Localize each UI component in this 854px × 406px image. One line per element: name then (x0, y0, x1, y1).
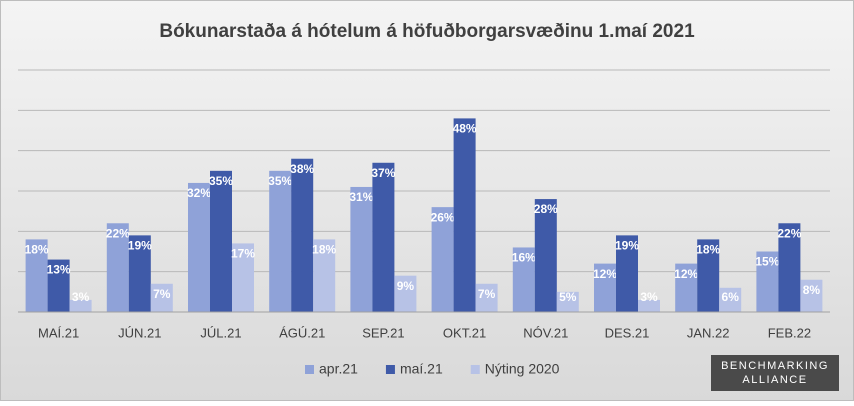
bar (638, 299, 660, 312)
logo-text: BENCHMARKING (721, 360, 829, 372)
data-label: 35% (268, 174, 292, 188)
bar (25, 239, 48, 312)
data-label: 7% (153, 287, 171, 301)
data-label: 16% (512, 251, 536, 265)
x-tick-label: MAÍ.21 (38, 325, 79, 340)
bar (475, 283, 498, 312)
data-label: 32% (187, 186, 211, 200)
bar (188, 182, 210, 312)
bar (47, 259, 70, 312)
legend-swatch (385, 365, 395, 374)
bar (128, 235, 151, 312)
data-label: 35% (209, 174, 233, 188)
data-label: 18% (25, 243, 49, 257)
data-label: 48% (453, 122, 477, 136)
data-label: 26% (431, 210, 455, 224)
data-label: 18% (696, 243, 720, 257)
logo-text: ALLIANCE (742, 374, 807, 386)
data-label: 37% (371, 166, 395, 180)
legend-label: maí.21 (400, 361, 443, 377)
legend-label: apr.21 (319, 361, 358, 377)
bar (150, 283, 173, 312)
x-tick-label: JAN.22 (687, 325, 730, 340)
data-label: 7% (478, 287, 496, 301)
data-label: 6% (722, 290, 740, 304)
bar (800, 279, 823, 312)
bar (512, 247, 535, 312)
data-label: 3% (72, 290, 90, 304)
x-tick-label: JÚN.21 (118, 325, 161, 340)
bar (616, 235, 638, 312)
legend-swatch (305, 365, 314, 374)
bar (778, 223, 801, 312)
bar (719, 287, 742, 312)
data-label: 31% (349, 190, 373, 204)
bar (756, 251, 779, 312)
bar (269, 170, 292, 312)
data-label: 15% (755, 255, 779, 269)
logo-box (711, 355, 839, 391)
x-tick-label: SEP.21 (362, 325, 404, 340)
bar (210, 170, 232, 312)
data-label: 17% (231, 247, 255, 261)
data-label: 3% (640, 290, 658, 304)
data-label: 19% (128, 239, 152, 253)
data-label: 22% (777, 226, 801, 240)
data-label: 9% (397, 279, 415, 293)
bar (675, 263, 698, 312)
bar (106, 223, 129, 312)
legend-swatch (470, 365, 480, 374)
bar (291, 158, 314, 312)
data-label: 12% (593, 267, 617, 281)
data-label: 22% (106, 226, 130, 240)
x-tick-label: OKT.21 (443, 325, 486, 340)
x-tick-label: NÓV.21 (523, 325, 568, 340)
bar (556, 291, 579, 312)
bar (69, 299, 92, 312)
bar (534, 199, 557, 312)
data-label: 13% (47, 263, 71, 277)
bar (594, 263, 616, 312)
x-tick-label: ÁGÚ.21 (279, 325, 325, 340)
x-tick-label: FEB.22 (768, 325, 811, 340)
data-label: 8% (803, 283, 821, 297)
bar (350, 186, 373, 312)
legend-label: Nýting 2020 (485, 361, 560, 377)
bar (697, 239, 720, 312)
data-label: 5% (559, 290, 577, 304)
data-label: 38% (290, 162, 314, 176)
bar (431, 207, 454, 312)
data-label: 19% (615, 239, 639, 253)
bar (394, 275, 417, 312)
x-tick-label: DES.21 (605, 325, 650, 340)
x-tick-label: JÚL.21 (200, 325, 241, 340)
data-label: 28% (534, 202, 558, 216)
data-label: 18% (312, 243, 336, 257)
bar (372, 162, 395, 312)
bar (453, 118, 476, 313)
bar (313, 239, 336, 312)
bar (232, 243, 254, 312)
data-label: 12% (674, 267, 698, 281)
chart-title: Bókunarstaða á hótelum á höfuðborgarsvæð… (159, 21, 695, 42)
